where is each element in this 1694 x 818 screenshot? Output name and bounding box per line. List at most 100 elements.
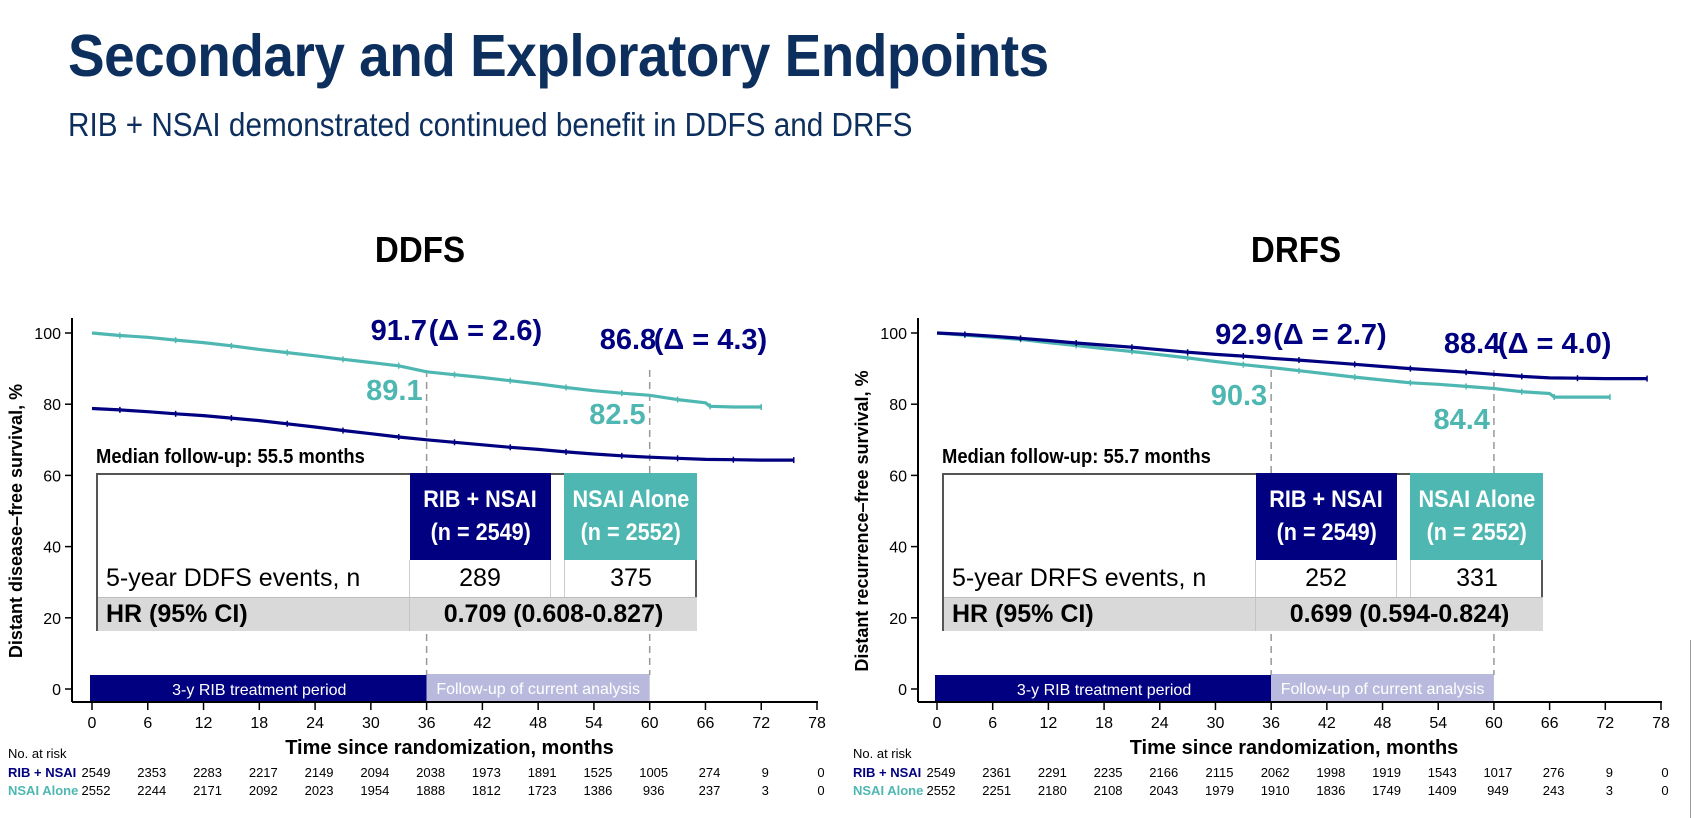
at-risk-value: 2217 bbox=[249, 765, 278, 780]
x-tick-label: 60 bbox=[641, 715, 659, 732]
y-tick-label: 80 bbox=[889, 397, 907, 414]
events-row-label: 5-year DRFS events, n bbox=[944, 560, 1256, 597]
x-tick-label: 24 bbox=[1151, 715, 1169, 732]
km-curve-rib-nsai bbox=[91, 406, 794, 462]
median-followup: Median follow-up: 55.5 months bbox=[96, 446, 365, 468]
x-tick-label: 78 bbox=[1652, 715, 1670, 732]
at-risk-value: 1409 bbox=[1428, 783, 1457, 798]
at-risk-heading: No. at risk bbox=[853, 746, 912, 761]
x-tick-label: 36 bbox=[1262, 715, 1280, 732]
x-tick-label: 54 bbox=[585, 715, 603, 732]
median-followup: Median follow-up: 55.7 months bbox=[942, 446, 1211, 468]
drfs-summary-table: RIB + NSAI (n = 2549) NSAI Alone (n = 25… bbox=[942, 473, 1543, 631]
at-risk-value: 2062 bbox=[1261, 765, 1290, 780]
at-risk-value: 2251 bbox=[982, 783, 1011, 798]
hr-value: 0.699 (0.594-0.824) bbox=[1256, 597, 1543, 631]
x-tick-label: 36 bbox=[418, 715, 436, 732]
annotation-delta-60mo: (Δ = 4.3) bbox=[654, 324, 768, 356]
annotation-rib-36mo: 92.9 bbox=[1215, 319, 1271, 351]
annotation-delta-36mo: (Δ = 2.6) bbox=[429, 315, 543, 347]
at-risk-value: 1386 bbox=[583, 783, 612, 798]
x-tick-label: 72 bbox=[752, 715, 770, 732]
y-tick-label: 80 bbox=[43, 397, 61, 414]
group-name: RIB + NSAI bbox=[1269, 486, 1384, 514]
at-risk-value: 276 bbox=[1543, 765, 1565, 780]
at-risk-value: 2552 bbox=[82, 783, 111, 798]
table-header-nsai-alone: NSAI Alone (n = 2552) bbox=[1410, 473, 1543, 560]
group-n: (n = 2549) bbox=[1276, 518, 1377, 546]
table-header-rib-nsai: RIB + NSAI (n = 2549) bbox=[410, 473, 551, 560]
table-header-rib-nsai: RIB + NSAI (n = 2549) bbox=[1256, 473, 1397, 560]
y-tick-label: 20 bbox=[889, 611, 907, 628]
x-tick-label: 18 bbox=[250, 715, 268, 732]
at-risk-value: 1017 bbox=[1483, 765, 1512, 780]
at-risk-value: 0 bbox=[817, 783, 824, 798]
annotation-rib-60mo: 88.4 bbox=[1444, 328, 1500, 360]
x-tick-label: 30 bbox=[1207, 715, 1225, 732]
hr-row-label: HR (95% CI) bbox=[98, 597, 410, 631]
y-axis-label: Distant disease–free survival, % bbox=[6, 384, 26, 658]
km-curve-nsai-alone bbox=[936, 331, 1610, 399]
x-tick-label: 12 bbox=[195, 715, 213, 732]
at-risk-value: 2171 bbox=[193, 783, 222, 798]
at-risk-value: 2291 bbox=[1038, 765, 1067, 780]
at-risk-label-rib-nsai: RIB + NSAI bbox=[8, 765, 76, 780]
x-tick-label: 6 bbox=[143, 715, 152, 732]
at-risk-value: 9 bbox=[762, 765, 769, 780]
x-tick-label: 54 bbox=[1429, 715, 1447, 732]
km-curve-rib-nsai bbox=[936, 331, 1648, 381]
x-tick-label: 42 bbox=[1318, 715, 1336, 732]
x-tick-label: 12 bbox=[1039, 715, 1057, 732]
at-risk-value: 0 bbox=[1661, 783, 1668, 798]
at-risk-value: 1888 bbox=[416, 783, 445, 798]
at-risk-value: 2108 bbox=[1094, 783, 1123, 798]
followup-period-label: Follow-up of current analysis bbox=[436, 681, 640, 698]
at-risk-value: 2235 bbox=[1094, 765, 1123, 780]
at-risk-value: 2244 bbox=[137, 783, 166, 798]
y-tick-label: 60 bbox=[889, 468, 907, 485]
ddfs-summary-table: RIB + NSAI (n = 2549) NSAI Alone (n = 25… bbox=[96, 473, 697, 631]
hr-row-label: HR (95% CI) bbox=[944, 597, 1256, 631]
at-risk-value: 0 bbox=[1661, 765, 1668, 780]
at-risk-value: 2180 bbox=[1038, 783, 1067, 798]
x-tick-label: 48 bbox=[1374, 715, 1392, 732]
annotation-rib-60mo: 86.8 bbox=[600, 324, 656, 356]
at-risk-value: 1954 bbox=[360, 783, 389, 798]
at-risk-value: 1749 bbox=[1372, 783, 1401, 798]
annotation-nsai-60mo: 84.4 bbox=[1433, 404, 1489, 436]
x-tick-label: 6 bbox=[988, 715, 997, 732]
at-risk-value: 936 bbox=[643, 783, 665, 798]
x-axis-label: Time since randomization, months bbox=[1130, 737, 1459, 759]
followup-period-label: Follow-up of current analysis bbox=[1281, 681, 1485, 698]
at-risk-value: 1891 bbox=[528, 765, 557, 780]
annotation-nsai-60mo: 82.5 bbox=[589, 399, 645, 431]
at-risk-value: 237 bbox=[699, 783, 721, 798]
at-risk-label-nsai-alone: NSAI Alone bbox=[853, 783, 923, 798]
y-tick-label: 0 bbox=[52, 682, 61, 699]
at-risk-value: 243 bbox=[1543, 783, 1565, 798]
at-risk-value: 0 bbox=[817, 765, 824, 780]
at-risk-value: 1998 bbox=[1316, 765, 1345, 780]
x-tick-label: 30 bbox=[362, 715, 380, 732]
at-risk-value: 949 bbox=[1487, 783, 1509, 798]
at-risk-value: 3 bbox=[1606, 783, 1613, 798]
x-tick-label: 48 bbox=[529, 715, 547, 732]
slide-edge-divider bbox=[1690, 640, 1691, 818]
x-tick-label: 42 bbox=[473, 715, 491, 732]
y-tick-label: 60 bbox=[43, 468, 61, 485]
at-risk-value: 1979 bbox=[1205, 783, 1234, 798]
treatment-period-band bbox=[935, 675, 1272, 701]
annotation-nsai-36mo: 90.3 bbox=[1211, 380, 1267, 412]
x-tick-label: 78 bbox=[808, 715, 826, 732]
y-tick-label: 100 bbox=[880, 326, 907, 343]
group-n: (n = 2552) bbox=[580, 518, 681, 546]
treatment-period-label: 3-y RIB treatment period bbox=[172, 682, 346, 699]
y-tick-label: 20 bbox=[43, 611, 61, 628]
at-risk-heading: No. at risk bbox=[8, 746, 67, 761]
at-risk-label-nsai-alone: NSAI Alone bbox=[8, 783, 78, 798]
x-tick-label: 66 bbox=[1541, 715, 1559, 732]
at-risk-value: 2549 bbox=[927, 765, 956, 780]
followup-period-band bbox=[1271, 674, 1494, 701]
at-risk-value: 2353 bbox=[137, 765, 166, 780]
